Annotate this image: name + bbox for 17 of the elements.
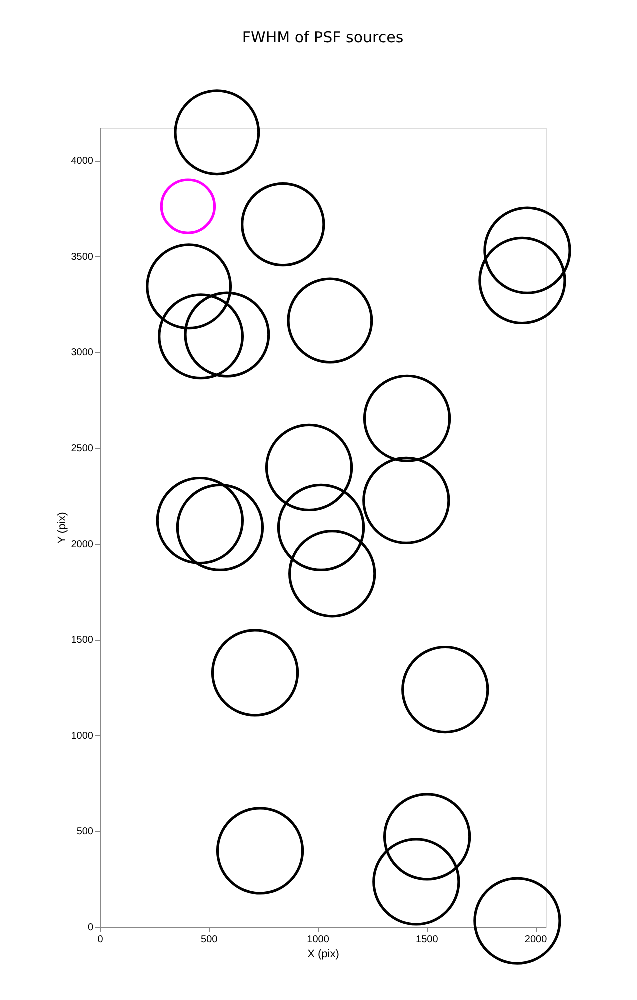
- x-tick-label: 1500: [416, 934, 439, 946]
- y-tick-label: 2000: [71, 539, 94, 550]
- x-tick-label: 0: [98, 934, 104, 946]
- x-axis-title: X (pix): [308, 948, 340, 960]
- x-tick-label: 2000: [524, 934, 548, 946]
- chart-title: FWHM of PSF sources: [242, 28, 404, 47]
- y-tick-label: 1000: [71, 730, 94, 742]
- x-tick-label: 1000: [307, 934, 330, 946]
- y-tick-label: 3000: [71, 348, 94, 359]
- y-tick-label: 4000: [71, 156, 94, 168]
- x-tick-label: 500: [201, 934, 218, 946]
- y-tick-label: 0: [88, 922, 94, 934]
- y-tick-label: 500: [76, 826, 94, 838]
- y-tick-label: 2500: [71, 443, 94, 454]
- y-tick-label: 3500: [71, 252, 94, 263]
- y-axis-title: Y (pix): [56, 512, 68, 544]
- y-tick-label: 1500: [71, 635, 94, 646]
